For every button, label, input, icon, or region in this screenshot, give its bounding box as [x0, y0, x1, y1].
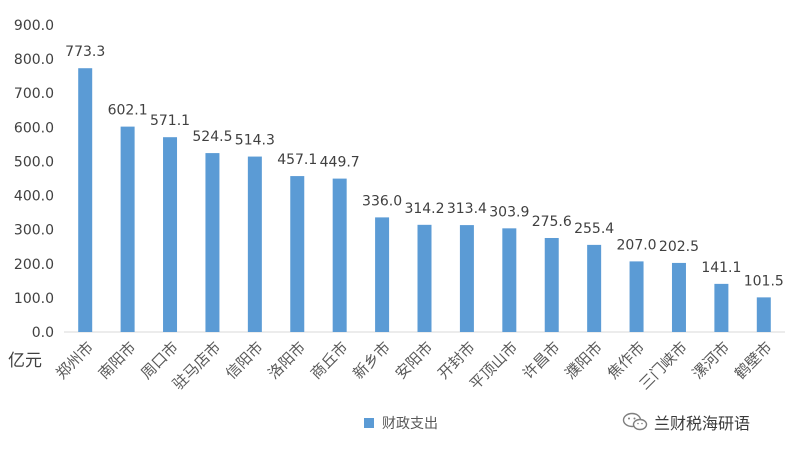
bar: [247, 156, 262, 332]
bar: [417, 224, 432, 332]
bar: [587, 244, 602, 332]
bar: [629, 261, 644, 332]
x-tick-label: 南阳市: [95, 338, 140, 383]
x-tick-label: 商丘市: [307, 338, 352, 383]
x-tick-label: 郑州市: [52, 338, 97, 383]
watermark-text: 兰财税海研语: [654, 414, 751, 433]
data-label: 514.3: [235, 133, 275, 149]
bar: [671, 262, 686, 332]
y-tick-label: 800.0: [14, 52, 54, 68]
data-label: 255.4: [574, 221, 614, 237]
x-tick-label: 新乡市: [349, 338, 394, 383]
bar: [375, 217, 390, 332]
data-label: 449.7: [320, 155, 360, 171]
bar: [332, 178, 347, 332]
x-tick-label: 漯河市: [689, 338, 734, 383]
x-tick-label: 信阳市: [222, 338, 267, 383]
data-label: 524.5: [192, 129, 232, 145]
x-tick-label: 安阳市: [392, 338, 437, 383]
y-tick-label: 900.0: [14, 18, 54, 34]
data-label: 457.1: [277, 152, 317, 168]
bar: [756, 297, 771, 332]
bar: [290, 176, 305, 332]
y-tick-label: 400.0: [14, 189, 54, 205]
data-label: 571.1: [150, 113, 190, 129]
y-tick-label: 700.0: [14, 86, 54, 102]
data-label: 602.1: [108, 103, 148, 119]
wechat-icon: [622, 412, 648, 431]
y-tick-label: 500.0: [14, 154, 54, 170]
bar: [544, 237, 559, 332]
data-label: 314.2: [404, 201, 444, 217]
data-label: 101.5: [744, 273, 784, 289]
y-tick-label: 100.0: [14, 291, 54, 307]
bar: [205, 153, 220, 332]
x-tick-label: 洛阳市: [265, 338, 310, 383]
x-tick-label: 濮阳市: [561, 338, 606, 383]
legend-label: 财政支出: [382, 416, 438, 432]
bar: [120, 126, 135, 332]
y-axis-unit-label: 亿元: [8, 351, 42, 371]
y-tick-label: 300.0: [14, 223, 54, 239]
data-label: 141.1: [701, 260, 741, 276]
bars: [78, 68, 771, 332]
y-tick-label: 200.0: [14, 257, 54, 273]
data-label: 202.5: [659, 239, 699, 255]
x-tick-label: 鹤壁市: [731, 338, 776, 383]
y-axis-ticks: 0.0 100.0 200.0 300.0 400.0 500.0 600.0 700.0 80…: [14, 18, 54, 341]
data-label: 207.0: [617, 237, 657, 253]
x-tick-label: 许昌市: [519, 338, 564, 383]
y-tick-label: 0.0: [32, 325, 54, 341]
bar: [78, 68, 93, 332]
legend: 财政支出: [364, 413, 438, 433]
data-label: 773.3: [65, 44, 105, 60]
bar: [163, 137, 178, 332]
bar: [714, 283, 729, 332]
data-label: 275.6: [532, 214, 572, 230]
y-tick-label: 600.0: [14, 120, 54, 136]
bar: [459, 225, 474, 332]
data-label: 303.9: [489, 204, 529, 220]
legend-swatch: [364, 418, 374, 428]
data-label: 313.4: [447, 201, 487, 217]
bar: [502, 228, 517, 332]
x-axis-tick-labels: 郑州市南阳市周口市驻马店市信阳市洛阳市商丘市新乡市安阳市开封市平顶山市许昌市濮阳…: [52, 338, 775, 393]
data-label: 336.0: [362, 193, 402, 209]
watermark: 兰财税海研语: [622, 410, 750, 434]
